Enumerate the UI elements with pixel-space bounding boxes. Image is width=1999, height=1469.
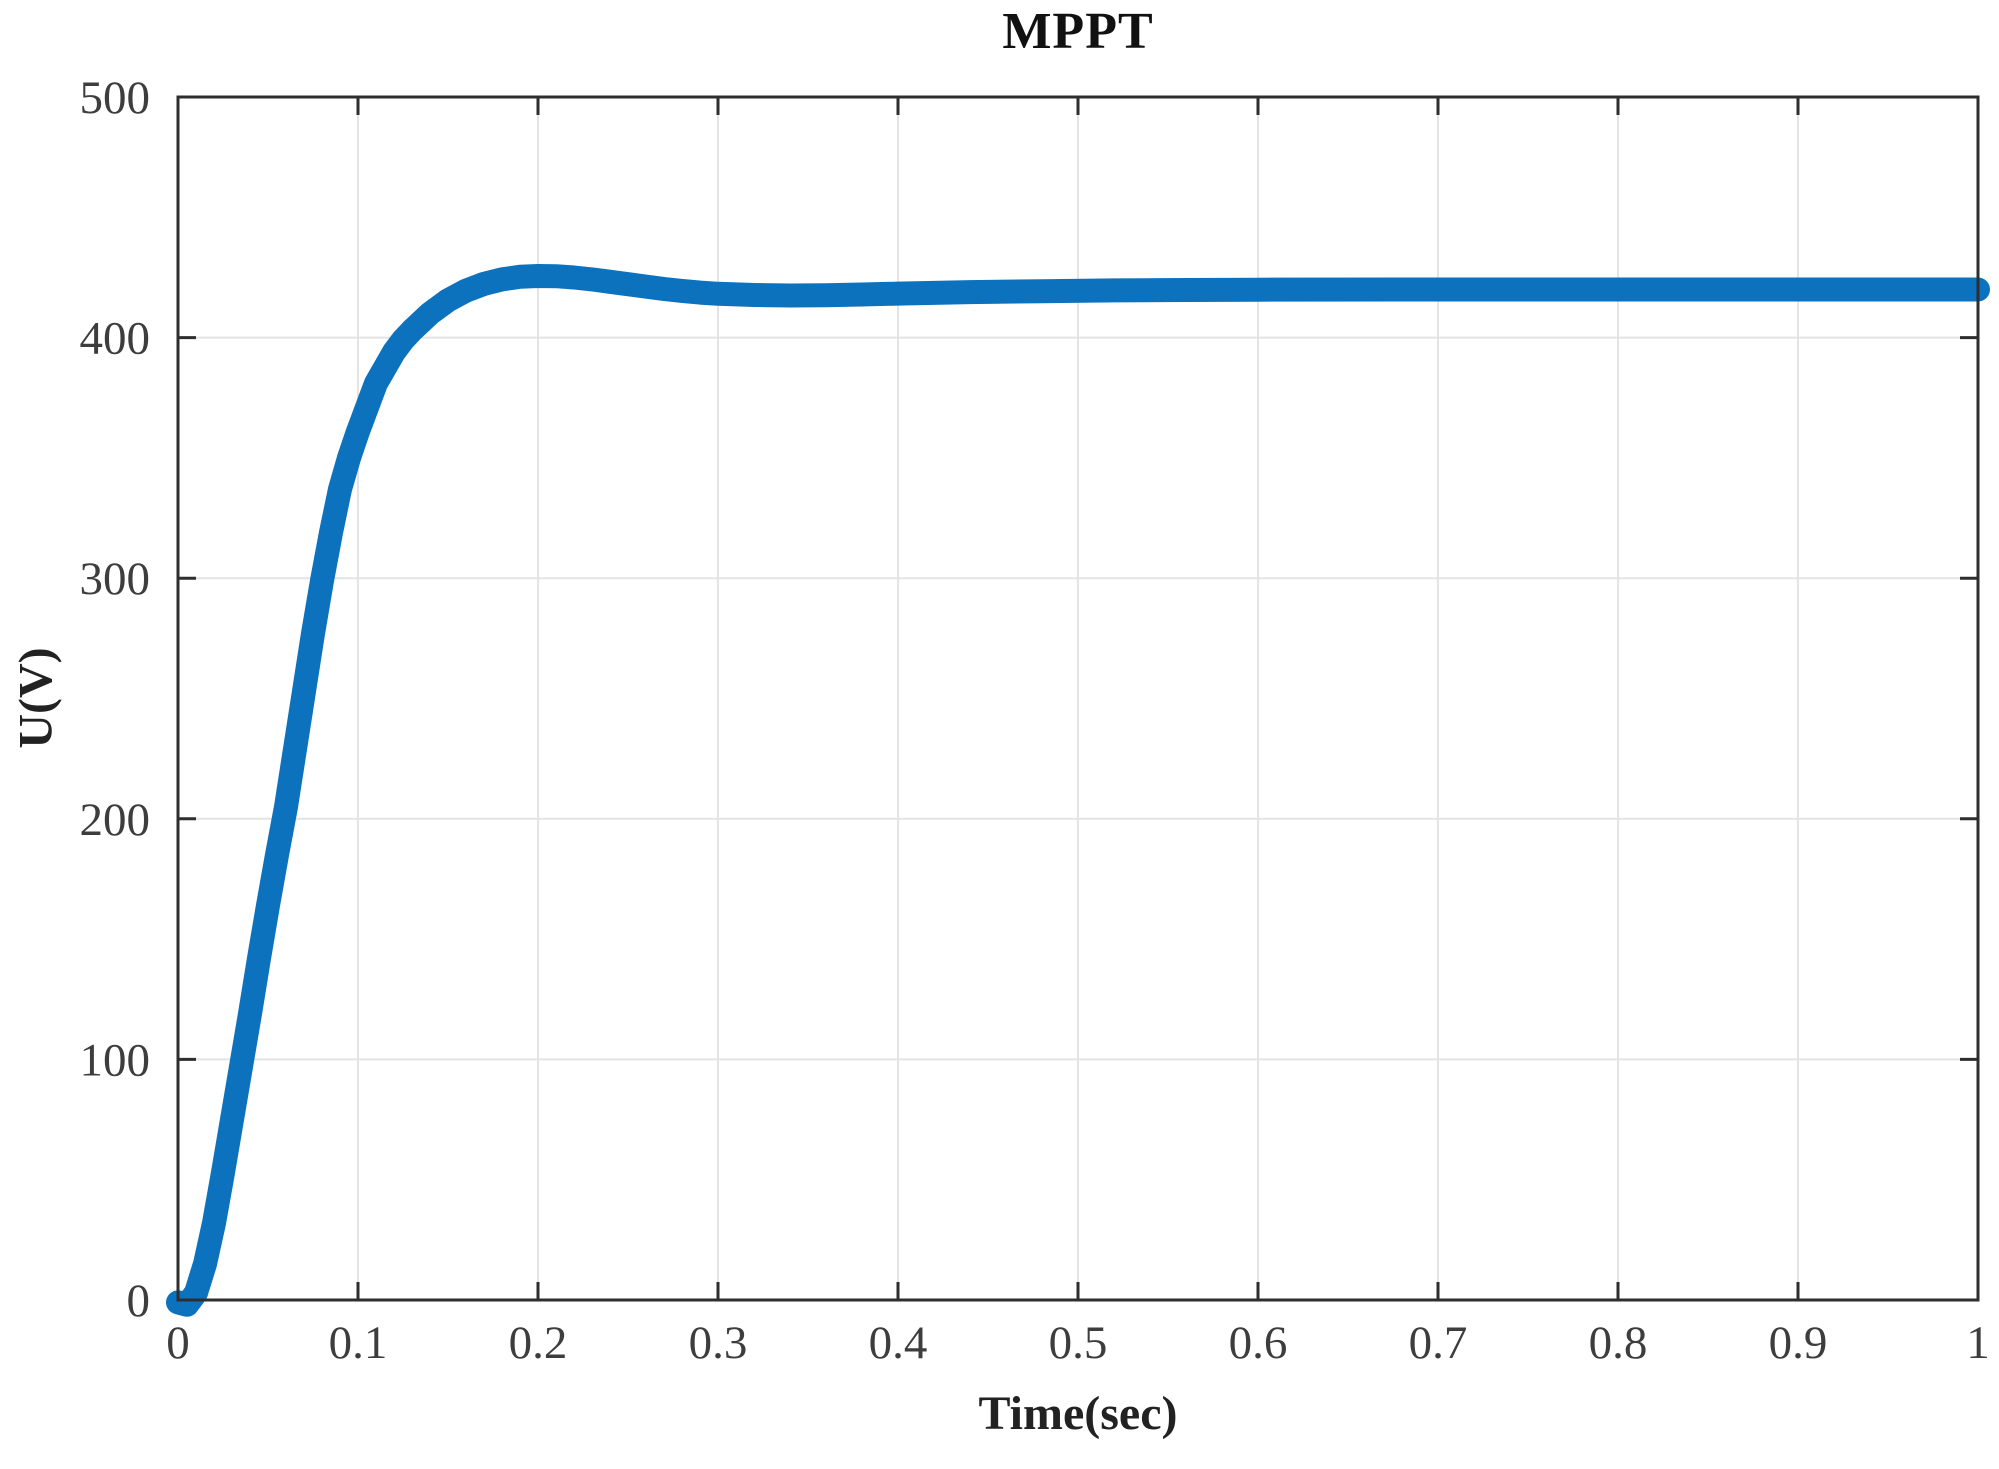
x-tick-label: 0.8 (1589, 1317, 1648, 1369)
y-tick-label: 300 (80, 553, 151, 605)
x-tick-label: 0.7 (1409, 1317, 1468, 1369)
x-tick-label: 0.4 (869, 1317, 928, 1369)
x-tick-label: 0.9 (1769, 1317, 1828, 1369)
x-tick-label: 0.3 (689, 1317, 748, 1369)
chart-title: MPPT (1002, 3, 1154, 60)
y-tick-label: 400 (80, 313, 151, 365)
y-tick-label: 100 (80, 1034, 151, 1086)
data-line-U (166, 264, 1990, 1317)
y-tick-label: 200 (80, 794, 151, 846)
x-axis-label: Time(sec) (978, 1387, 1178, 1440)
x-tick-label: 0.2 (509, 1317, 568, 1369)
x-tick-label: 1 (1966, 1317, 1990, 1369)
y-tick-label: 500 (80, 72, 151, 124)
y-tick-label: 0 (127, 1275, 151, 1327)
x-tick-label: 0.6 (1229, 1317, 1288, 1369)
x-tick-label: 0.1 (329, 1317, 388, 1369)
plot-border (176, 95, 1980, 1302)
x-tick-label: 0.5 (1049, 1317, 1108, 1369)
x-tick-label: 0 (166, 1317, 190, 1369)
